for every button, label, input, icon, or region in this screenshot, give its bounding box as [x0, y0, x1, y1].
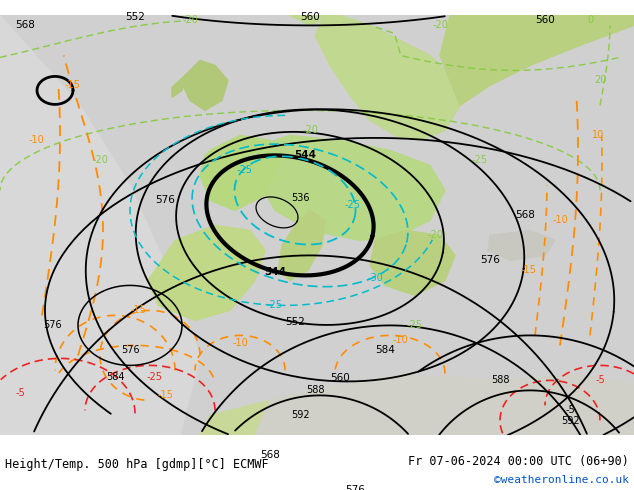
- Text: -20: -20: [427, 230, 443, 241]
- Text: 0: 0: [587, 15, 593, 25]
- Text: ©weatheronline.co.uk: ©weatheronline.co.uk: [494, 475, 629, 485]
- Text: -10: -10: [392, 335, 408, 345]
- Text: 576: 576: [480, 255, 500, 266]
- Polygon shape: [488, 230, 555, 260]
- Text: 576: 576: [42, 320, 61, 330]
- Polygon shape: [278, 210, 325, 280]
- Text: 10: 10: [592, 130, 604, 141]
- Text: -30: -30: [367, 273, 383, 283]
- Text: -25: -25: [267, 300, 283, 310]
- Text: -25: -25: [147, 372, 163, 382]
- Text: 552: 552: [285, 318, 305, 327]
- Text: -20: -20: [302, 125, 318, 135]
- Text: -20: -20: [92, 155, 108, 166]
- Text: -15: -15: [64, 80, 80, 90]
- Text: -5: -5: [15, 389, 25, 398]
- Polygon shape: [440, 15, 634, 105]
- Text: 560: 560: [330, 373, 350, 383]
- Text: Fr 07-06-2024 00:00 UTC (06+90): Fr 07-06-2024 00:00 UTC (06+90): [408, 455, 629, 468]
- Text: 568: 568: [515, 210, 535, 221]
- Text: 536: 536: [291, 194, 309, 203]
- Text: Height/Temp. 500 hPa [gdmp][°C] ECMWF: Height/Temp. 500 hPa [gdmp][°C] ECMWF: [5, 458, 269, 471]
- Polygon shape: [172, 75, 185, 98]
- Text: -20: -20: [182, 15, 198, 25]
- Polygon shape: [183, 60, 228, 110]
- Polygon shape: [0, 15, 200, 436]
- Text: -25: -25: [407, 320, 423, 330]
- Text: -10: -10: [552, 216, 568, 225]
- Text: -25: -25: [472, 155, 488, 166]
- Text: -25: -25: [237, 166, 253, 175]
- Text: 576: 576: [155, 196, 175, 205]
- Text: -15: -15: [520, 266, 536, 275]
- Text: 584: 584: [106, 372, 124, 382]
- Text: 560: 560: [535, 15, 555, 25]
- Text: 588: 588: [306, 386, 324, 395]
- Text: -25: -25: [345, 200, 361, 210]
- Text: 592: 592: [290, 411, 309, 420]
- Text: 588: 588: [491, 375, 509, 386]
- Text: -10: -10: [28, 135, 44, 146]
- Text: 544: 544: [294, 150, 316, 160]
- Text: -15: -15: [130, 305, 146, 316]
- Text: 20: 20: [594, 75, 606, 85]
- Text: -5: -5: [595, 375, 605, 386]
- Text: -20: -20: [432, 21, 448, 30]
- Polygon shape: [315, 15, 460, 141]
- Polygon shape: [200, 135, 280, 210]
- Text: -5
592: -5 592: [560, 405, 579, 426]
- Text: -15: -15: [157, 391, 173, 400]
- Text: 544: 544: [264, 268, 286, 277]
- Text: 584: 584: [375, 345, 395, 355]
- Polygon shape: [200, 375, 634, 436]
- Text: -10: -10: [232, 339, 248, 348]
- Text: 568: 568: [260, 450, 280, 461]
- Polygon shape: [370, 230, 455, 295]
- Text: 576: 576: [120, 345, 139, 355]
- Text: 568: 568: [15, 21, 35, 30]
- Polygon shape: [290, 15, 330, 25]
- Polygon shape: [250, 135, 445, 241]
- Text: 552: 552: [125, 12, 145, 23]
- Text: 576: 576: [345, 486, 365, 490]
- Polygon shape: [148, 225, 265, 320]
- Polygon shape: [255, 375, 634, 436]
- Text: 560: 560: [300, 12, 320, 23]
